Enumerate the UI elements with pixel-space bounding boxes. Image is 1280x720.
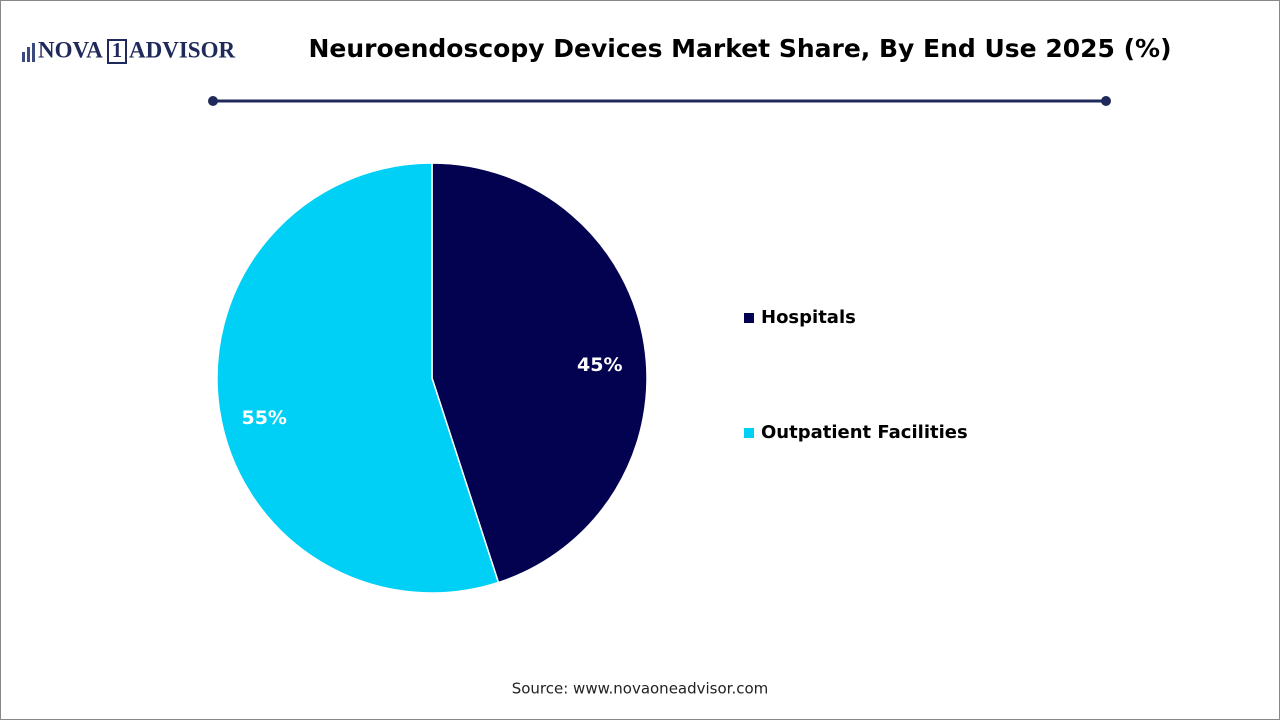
chart-title: Neuroendoscopy Devices Market Share, By …: [308, 34, 1171, 63]
logo-icon: [32, 43, 35, 62]
logo-icon: [22, 52, 25, 62]
logo-text: ADVISOR: [129, 37, 235, 62]
logo-icon: [27, 47, 30, 62]
source: Source: www.novaoneadvisor.com: [512, 680, 769, 698]
legend-label: Hospitals: [761, 307, 856, 328]
logo-mark: 1: [112, 38, 123, 62]
legend-swatch: [744, 428, 754, 438]
data-label: 45%: [577, 354, 622, 376]
pie-slice: [431, 162, 648, 584]
legend-label: Outpatient Facilities: [761, 422, 968, 443]
logo-text: NOVA: [38, 37, 103, 62]
logo: NOVA 1 ADVISOR: [22, 37, 235, 64]
legend-swatch: [744, 313, 754, 323]
pie-slice: [216, 162, 500, 594]
logo-box: [107, 39, 127, 64]
data-label: 55%: [241, 407, 286, 429]
rule-dot: [208, 96, 218, 106]
rule-dot: [1101, 96, 1111, 106]
